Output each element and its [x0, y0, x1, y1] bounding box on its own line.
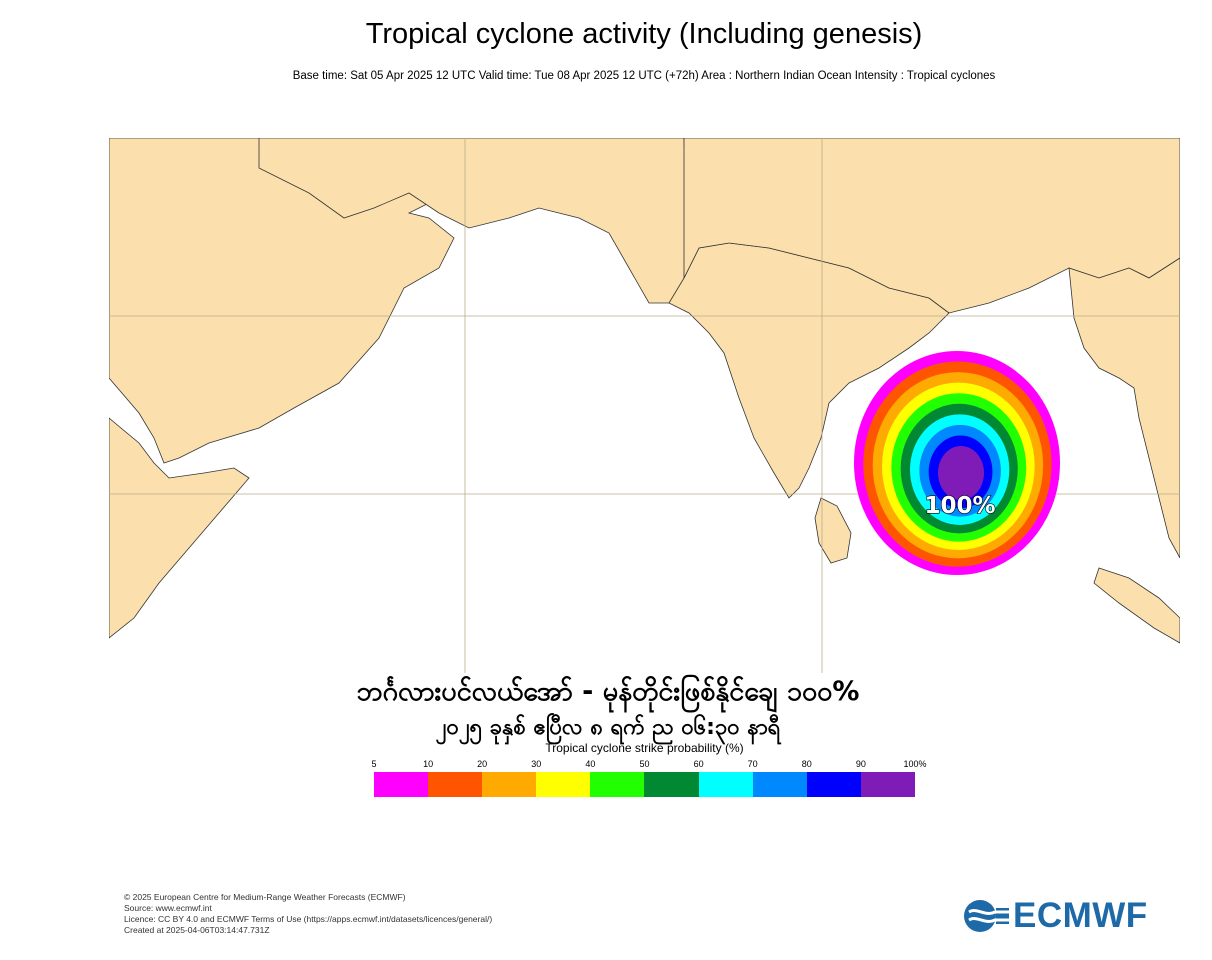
legend-tick-label: 20 [477, 759, 488, 769]
legend-swatch [536, 772, 591, 797]
footer-source: Source: www.ecmwf.int [124, 903, 212, 913]
legend-swatch [374, 772, 429, 797]
color-legend [374, 772, 915, 797]
legend-tick-label: 5 [371, 759, 377, 769]
legend-swatch [644, 772, 699, 797]
legend-swatch [482, 772, 537, 797]
legend-tick-label: 60 [693, 759, 704, 769]
legend-swatch [590, 772, 645, 797]
legend-swatch [860, 772, 915, 797]
chart-subtitle: Base time: Sat 05 Apr 2025 12 UTC Valid … [292, 70, 996, 82]
land-myanmar [1068, 257, 1180, 559]
footer: © 2025 European Centre for Medium-Range … [124, 892, 492, 936]
legend-swatch [752, 772, 807, 797]
land-africa [109, 417, 250, 639]
land-srilanka [814, 497, 852, 564]
footer-licence: Licence: CC BY 4.0 and ECMWF Terms of Us… [124, 914, 493, 924]
legend-tick-label: 100% [903, 759, 927, 769]
chart-title: Tropical cyclone activity (Including gen… [365, 18, 923, 50]
land-sumatra [1093, 567, 1180, 644]
legend-title: Tropical cyclone strike probability (%) [545, 741, 744, 755]
peak-probability-label: 100% [924, 493, 995, 519]
ecmwf-logo-text: ECMWF [1013, 896, 1148, 935]
probability-contours [854, 351, 1060, 575]
land-masses [109, 138, 1180, 644]
footer-copyright: © 2025 European Centre for Medium-Range … [124, 892, 406, 902]
legend-ticks: 5 10 20 30 40 50 60 70 80 90 100% [371, 759, 934, 771]
legend-tick-label: 50 [639, 759, 650, 769]
burmese-datetime: ၂၀၂၅ ခုနှစ် ဧပြီလ ၈ ရက် ည ၀၆:၃၀ နာရီ [435, 715, 781, 740]
legend-tick-label: 90 [855, 759, 866, 769]
legend-tick-label: 10 [423, 759, 434, 769]
legend-tick-label: 70 [747, 759, 758, 769]
legend-tick-label: 80 [801, 759, 812, 769]
legend-swatch [806, 772, 861, 797]
legend-swatch [428, 772, 483, 797]
ecmwf-logo-icon [964, 900, 1009, 932]
legend-tick-label: 30 [531, 759, 542, 769]
legend-tick-label: 40 [585, 759, 596, 769]
legend-swatch [698, 772, 753, 797]
probability-band [938, 446, 984, 500]
probability-map: 100% [109, 138, 1180, 673]
burmese-headline: ဘင်္ဂလားပင်လယ်အော် - မုန်တိုင်းဖြစ်နိုင်… [356, 676, 860, 707]
footer-created: Created at 2025-04-06T03:14:47.731Z [124, 925, 270, 935]
ecmwf-logo: ECMWF [963, 896, 1148, 936]
